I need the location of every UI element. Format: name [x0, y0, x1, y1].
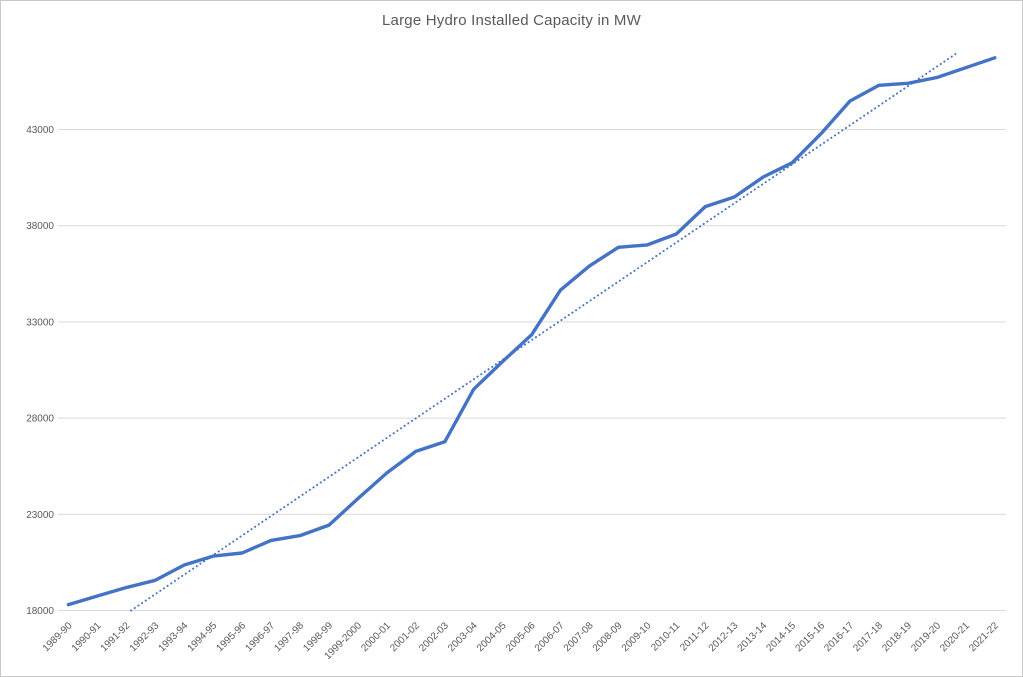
x-axis-label: 2014-15 [764, 620, 798, 654]
y-axis-label: 43000 [26, 125, 54, 136]
x-axis-label: 1996-97 [243, 620, 277, 654]
x-axis-label: 1990-91 [70, 620, 104, 654]
y-axis-label: 33000 [26, 317, 54, 328]
y-axis-label: 23000 [26, 510, 54, 521]
x-axis-label: 2005-06 [504, 620, 538, 654]
x-axis-label: 2013-14 [736, 620, 770, 654]
x-axis-label: 2006-07 [533, 620, 567, 654]
gridlines [58, 130, 1006, 611]
x-axis-label: 2000-01 [359, 620, 393, 654]
x-axis-label: 2012-13 [707, 620, 741, 654]
series-line-large-hydro [68, 58, 994, 605]
y-axis-label: 38000 [26, 221, 54, 232]
y-axis-label: 18000 [26, 606, 54, 617]
x-axis-labels: 1989-901990-911991-921992-931993-941994-… [41, 620, 1001, 662]
x-axis-label: 2001-02 [388, 620, 422, 654]
x-axis-label: 2008-09 [591, 620, 625, 654]
x-axis-label: 2003-04 [446, 620, 480, 654]
x-axis-label: 2021-22 [967, 620, 1001, 654]
x-axis-label: 1989-90 [41, 620, 75, 654]
x-axis-label: 2017-18 [851, 620, 885, 654]
line-chart: 180002300028000330003800043000 1989-9019… [1, 1, 1023, 677]
data-series [68, 53, 994, 611]
x-axis-label: 2018-19 [880, 620, 914, 654]
x-axis-label: 1991-92 [99, 620, 133, 654]
x-axis-label: 2020-21 [938, 620, 972, 654]
y-axis-labels: 18000 23000 28000 33000 38000 43000 [26, 125, 54, 617]
x-axis-label: 2002-03 [417, 620, 451, 654]
x-axis-label: 2009-10 [620, 620, 654, 654]
x-axis-label: 2011-12 [678, 620, 712, 654]
x-axis-label: 1993-94 [157, 620, 191, 654]
x-axis-label: 2015-16 [793, 620, 827, 654]
x-axis-label: 2004-05 [475, 620, 509, 654]
x-axis-label: 2010-11 [649, 620, 683, 654]
x-axis-label: 2016-17 [822, 620, 856, 654]
y-axis-label: 28000 [26, 414, 54, 425]
x-axis-label: 2019-20 [909, 620, 943, 654]
x-axis-label: 1992-93 [128, 620, 162, 654]
x-axis-label: 1997-98 [272, 620, 306, 654]
x-axis-label: 1995-96 [214, 620, 248, 654]
x-axis-label: 2007-08 [562, 620, 596, 654]
linear-trendline [131, 53, 958, 611]
chart-container: Large Hydro Installed Capacity in MW 180… [0, 0, 1023, 677]
x-axis-label: 1994-95 [186, 620, 220, 654]
